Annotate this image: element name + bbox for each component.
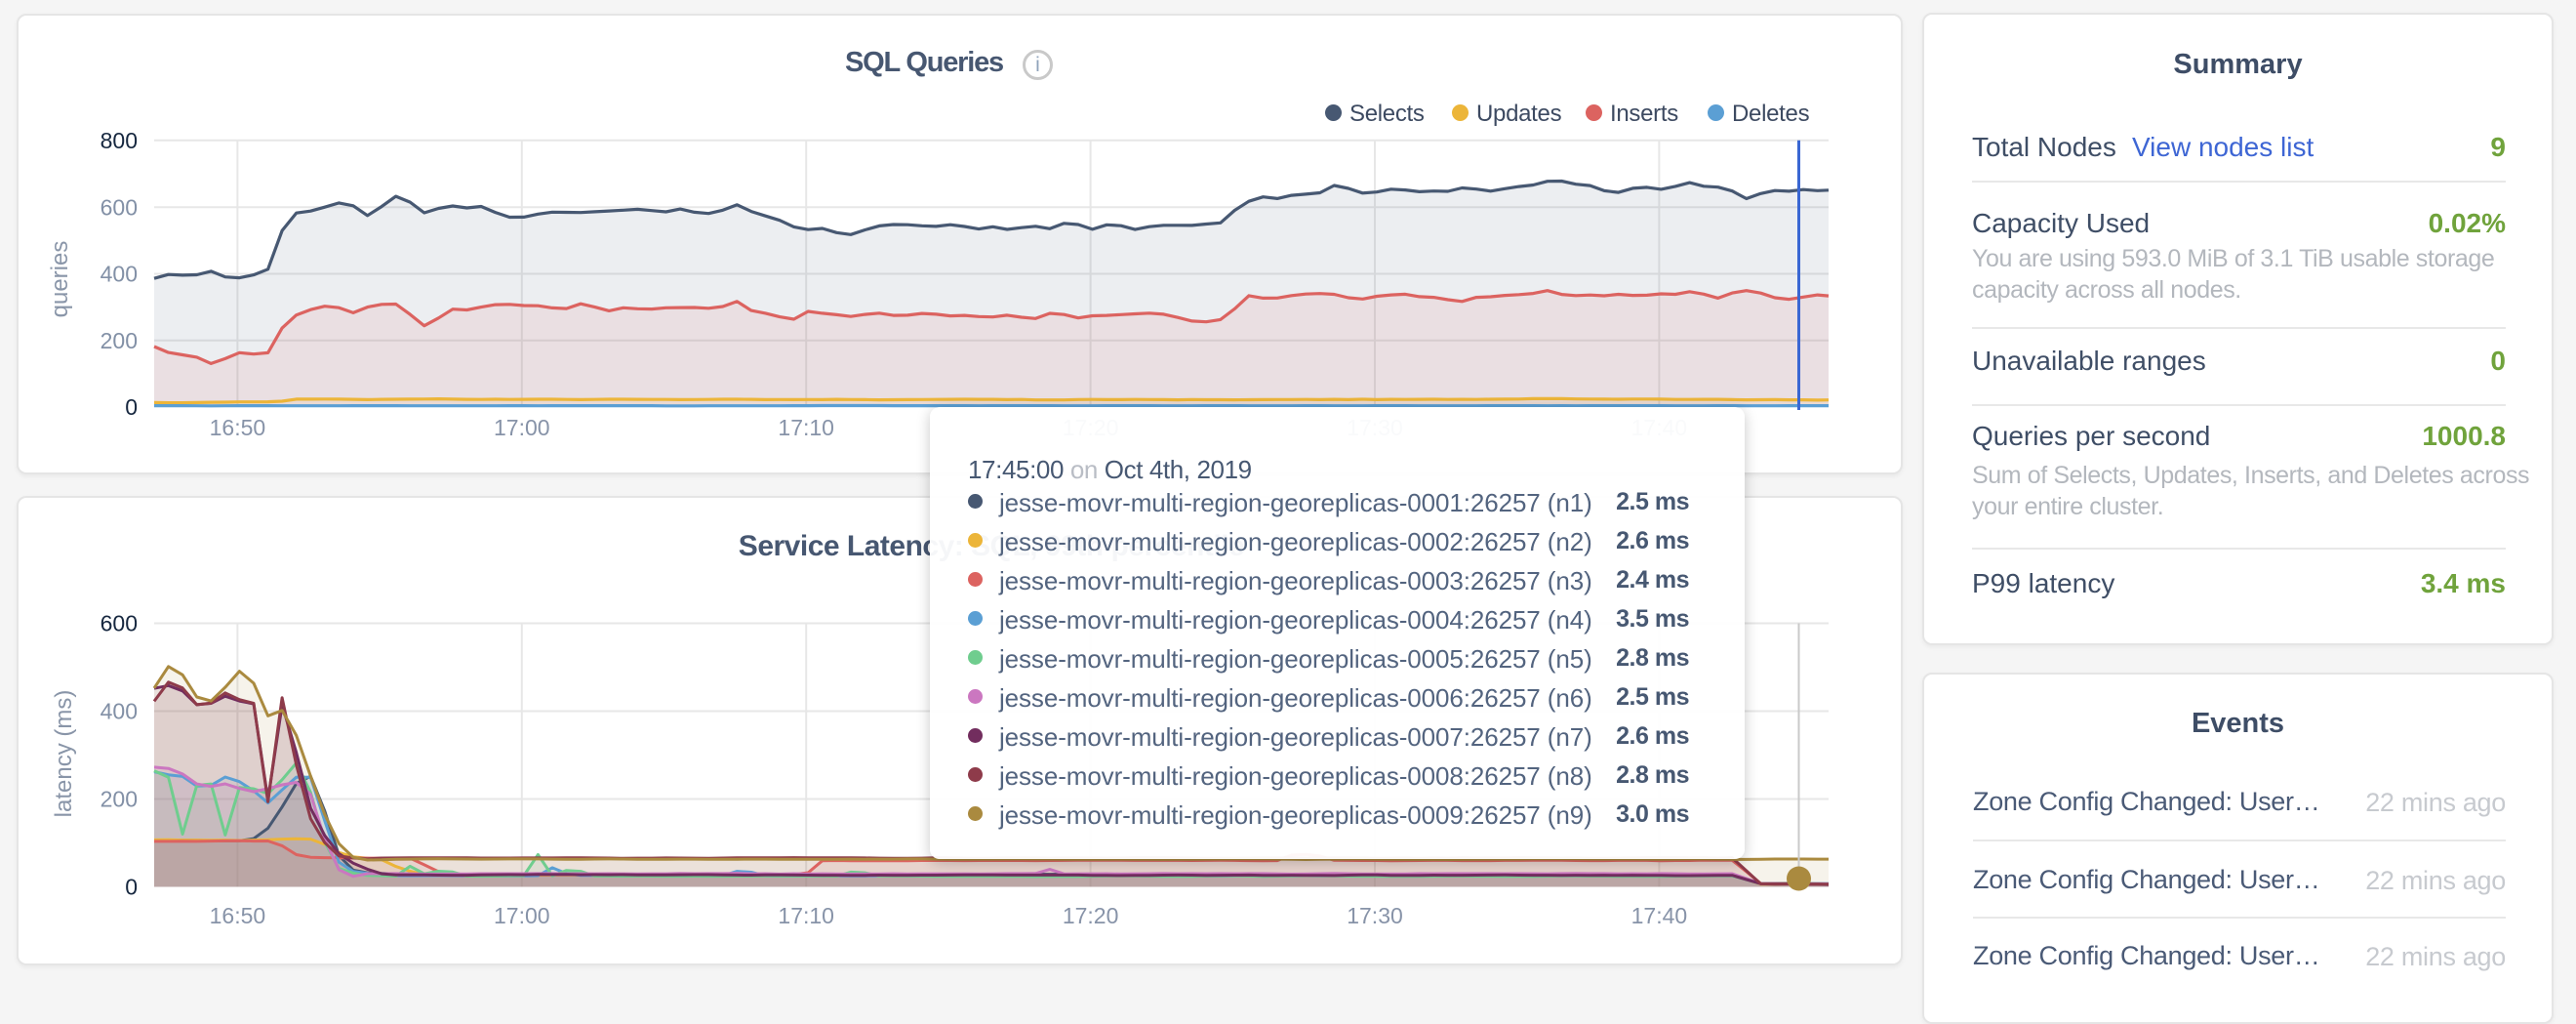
svg-text:600: 600 — [101, 194, 138, 220]
svg-text:17:00: 17:00 — [494, 903, 550, 928]
svg-text:200: 200 — [101, 328, 138, 353]
svg-text:600: 600 — [101, 611, 138, 636]
svg-text:200: 200 — [101, 787, 138, 812]
svg-text:17:10: 17:10 — [778, 903, 834, 928]
svg-text:0: 0 — [125, 394, 138, 420]
svg-text:0: 0 — [125, 875, 138, 900]
svg-text:17:10: 17:10 — [778, 415, 834, 440]
svg-text:400: 400 — [101, 262, 138, 287]
svg-text:17:30: 17:30 — [1347, 903, 1403, 928]
svg-text:16:50: 16:50 — [210, 415, 266, 440]
svg-text:800: 800 — [101, 128, 138, 153]
svg-text:16:50: 16:50 — [210, 903, 266, 928]
svg-text:17:00: 17:00 — [494, 415, 550, 440]
svg-text:17:20: 17:20 — [1063, 903, 1119, 928]
svg-text:17:40: 17:40 — [1631, 903, 1688, 928]
svg-text:400: 400 — [101, 699, 138, 724]
